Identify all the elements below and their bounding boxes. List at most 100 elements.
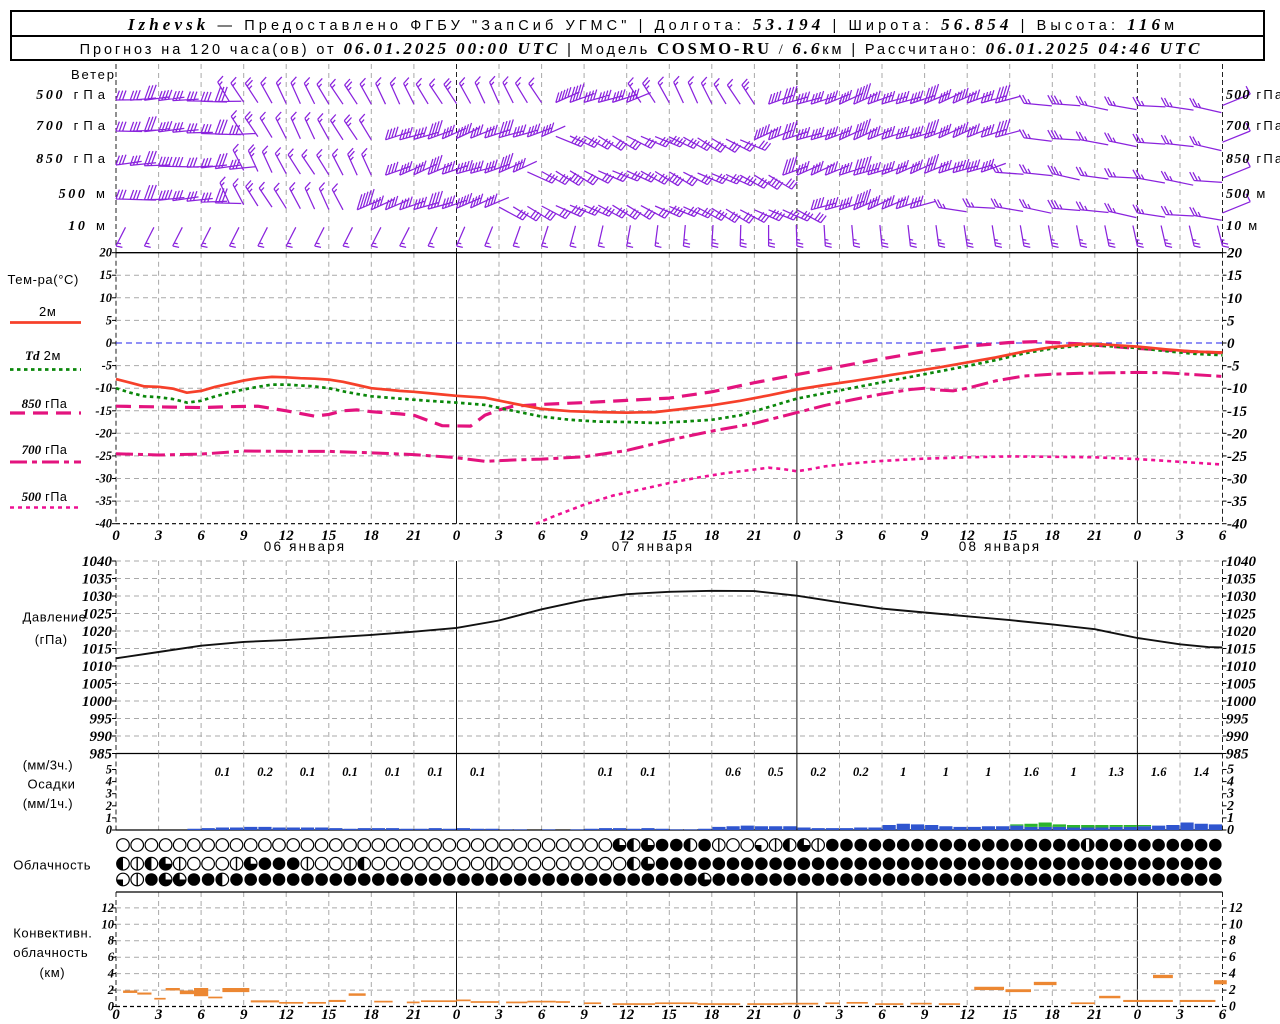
svg-text:15: 15 [1002, 528, 1018, 544]
svg-text:10: 10 [1229, 916, 1243, 931]
svg-text:Осадки: Осадки [28, 777, 76, 792]
svg-text:06 января: 06 января [264, 539, 347, 554]
svg-text:6: 6 [197, 1007, 205, 1023]
svg-text:1010: 1010 [82, 659, 113, 675]
svg-text:0: 0 [793, 1007, 801, 1023]
svg-text:3: 3 [835, 528, 844, 544]
svg-text:15: 15 [662, 528, 678, 544]
svg-text:1035: 1035 [82, 572, 113, 588]
svg-text:-10: -10 [1227, 381, 1247, 397]
svg-text:990: 990 [90, 729, 113, 745]
svg-text:8: 8 [1229, 933, 1236, 948]
svg-text:4: 4 [107, 967, 114, 981]
svg-text:21: 21 [746, 528, 762, 544]
svg-text:6: 6 [538, 1007, 546, 1023]
svg-text:0.5: 0.5 [768, 765, 784, 779]
svg-text:0: 0 [453, 1007, 461, 1023]
svg-text:6: 6 [878, 528, 886, 544]
svg-text:9: 9 [580, 1007, 588, 1023]
svg-text:0.6: 0.6 [725, 765, 741, 779]
svg-text:-15: -15 [95, 404, 112, 418]
svg-text:1: 1 [900, 765, 906, 779]
svg-text:08 января: 08 января [959, 539, 1042, 554]
svg-text:15: 15 [100, 268, 113, 282]
svg-text:6: 6 [1219, 528, 1227, 544]
svg-text:0: 0 [1134, 1007, 1142, 1023]
svg-text:9: 9 [921, 528, 929, 544]
svg-text:4: 4 [1228, 966, 1236, 981]
svg-text:1010: 1010 [1226, 659, 1257, 675]
svg-text:5: 5 [106, 763, 112, 777]
svg-text:0: 0 [1227, 336, 1235, 352]
svg-text:18: 18 [364, 528, 380, 544]
svg-text:-25: -25 [95, 449, 112, 463]
svg-text:1005: 1005 [1226, 677, 1257, 693]
svg-text:6: 6 [197, 528, 205, 544]
svg-text:6: 6 [878, 1007, 886, 1023]
svg-text:9: 9 [240, 1007, 248, 1023]
svg-text:985: 985 [1226, 747, 1249, 763]
svg-text:4: 4 [105, 775, 112, 789]
svg-text:1040: 1040 [1226, 554, 1257, 570]
svg-text:1030: 1030 [82, 589, 113, 605]
svg-text:15: 15 [321, 1007, 337, 1023]
svg-text:9: 9 [580, 528, 588, 544]
svg-text:995: 995 [90, 712, 113, 728]
svg-text:1030: 1030 [1226, 589, 1257, 605]
svg-text:700 гПа: 700 гПа [22, 442, 68, 457]
svg-text:-30: -30 [1227, 472, 1247, 488]
svg-text:Td 2м: Td 2м [25, 348, 61, 363]
svg-text:0.1: 0.1 [215, 765, 231, 779]
svg-text:12: 12 [279, 1007, 295, 1023]
svg-text:Облачность: Облачность [13, 857, 91, 872]
svg-text:0.2: 0.2 [257, 765, 273, 779]
svg-text:1: 1 [1227, 811, 1234, 826]
svg-text:-5: -5 [102, 359, 112, 373]
svg-text:1005: 1005 [82, 677, 113, 693]
svg-text:9: 9 [240, 528, 248, 544]
svg-text:1: 1 [1070, 765, 1076, 779]
svg-text:-20: -20 [95, 426, 112, 440]
svg-text:1035: 1035 [1226, 572, 1257, 588]
svg-text:700 гПа: 700 гПа [1226, 118, 1280, 134]
svg-text:-35: -35 [95, 494, 112, 508]
svg-text:20: 20 [1226, 246, 1243, 262]
svg-text:9: 9 [921, 1007, 929, 1023]
svg-text:Давление: Давление [23, 609, 87, 624]
svg-text:0: 0 [1229, 999, 1236, 1014]
svg-text:1025: 1025 [1226, 607, 1257, 623]
svg-text:21: 21 [1086, 1007, 1102, 1023]
svg-text:4: 4 [1226, 775, 1234, 790]
svg-text:12: 12 [102, 901, 115, 915]
svg-text:15: 15 [1002, 1007, 1018, 1023]
svg-text:1: 1 [943, 765, 949, 779]
svg-text:(км): (км) [40, 965, 66, 980]
svg-text:15: 15 [1227, 268, 1243, 284]
svg-text:15: 15 [321, 528, 337, 544]
svg-text:Конвективн.: Конвективн. [13, 925, 92, 940]
svg-text:18: 18 [1045, 1007, 1061, 1023]
svg-text:6: 6 [538, 528, 546, 544]
svg-text:18: 18 [704, 528, 720, 544]
svg-text:0.1: 0.1 [342, 765, 358, 779]
svg-text:1: 1 [106, 811, 112, 825]
svg-text:850 гПа: 850 гПа [1226, 151, 1280, 167]
svg-text:облачность: облачность [13, 945, 88, 960]
svg-text:0: 0 [793, 528, 801, 544]
svg-text:500 гПа: 500 гПа [22, 489, 68, 504]
svg-text:0.1: 0.1 [300, 765, 316, 779]
svg-text:1025: 1025 [82, 607, 113, 623]
svg-text:995: 995 [1226, 712, 1249, 728]
svg-text:0.1: 0.1 [427, 765, 443, 779]
svg-text:700 гПа: 700 гПа [36, 118, 110, 134]
svg-text:(гПа): (гПа) [35, 632, 68, 647]
svg-text:21: 21 [1086, 528, 1102, 544]
svg-text:850 гПа: 850 гПа [36, 151, 110, 167]
svg-text:0: 0 [106, 336, 113, 350]
svg-text:5: 5 [1227, 763, 1234, 778]
svg-text:-35: -35 [1227, 494, 1247, 510]
svg-text:8: 8 [108, 934, 115, 948]
svg-text:0: 0 [453, 528, 461, 544]
svg-text:1.3: 1.3 [1108, 765, 1124, 779]
svg-text:12: 12 [960, 528, 976, 544]
